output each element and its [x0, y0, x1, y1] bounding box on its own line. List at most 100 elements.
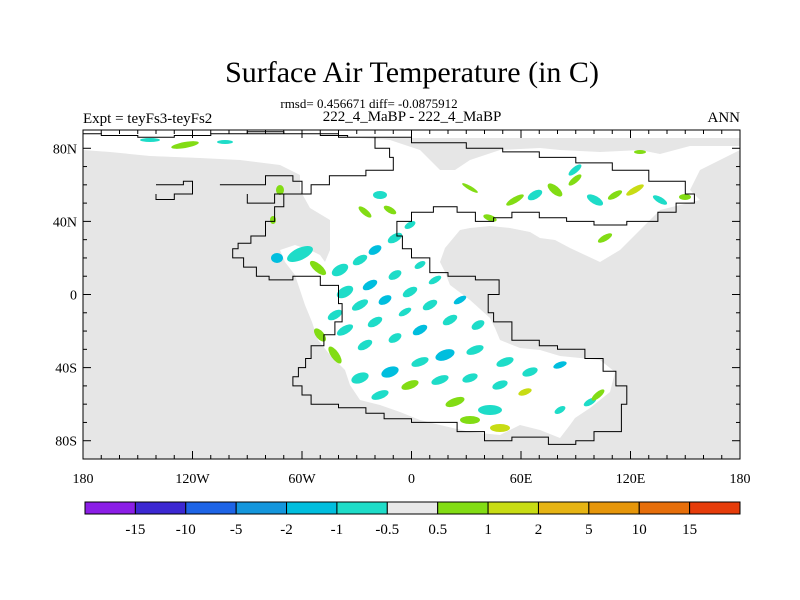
anomaly-patch [652, 195, 668, 205]
colorbar-label: -10 [176, 522, 196, 538]
colorbar-swatch [134, 501, 187, 515]
anomaly-patch [442, 314, 458, 326]
anomaly-patch [586, 194, 604, 206]
anomaly-patch [271, 253, 283, 263]
anomaly-patch [591, 389, 605, 401]
anomaly-patch [358, 206, 372, 218]
colorbar-swatch [487, 501, 539, 515]
anomaly-patch [492, 380, 508, 390]
x-tick-label: 180 [73, 472, 94, 487]
anomaly-patch [547, 183, 563, 197]
anomaly-patch [381, 366, 399, 378]
y-tick-label: 80N [53, 142, 77, 157]
anomaly-patch [171, 141, 199, 149]
colorbar-swatch [84, 501, 136, 515]
x-tick-label: 120W [175, 472, 210, 487]
anomaly-patch [276, 185, 284, 195]
colorbar-swatch [336, 501, 388, 515]
anomaly-patch [217, 140, 233, 144]
anomaly-patch [597, 233, 613, 243]
x-axis: 180 120W 60W 0 60E 120E 180 [73, 130, 751, 487]
colorbar-label: 10 [632, 522, 647, 538]
colorbar-label: -1 [331, 522, 344, 538]
y-axis: 80N 40N 0 40S 80S [53, 142, 740, 450]
colorbar-label: 15 [682, 522, 697, 538]
anomaly-patch [428, 275, 442, 285]
anomaly-patch [351, 299, 369, 311]
anomaly-patch [378, 295, 392, 305]
anomaly-patch [368, 245, 382, 255]
anomaly-patch [309, 260, 327, 276]
anomaly-patch [327, 309, 343, 321]
anomaly-patches [140, 138, 691, 432]
anomaly-patch [412, 324, 428, 336]
anomaly-patch [388, 270, 402, 280]
anomaly-patch [387, 232, 403, 244]
colorbar-swatch [437, 501, 489, 515]
anomaly-patch [351, 372, 369, 384]
chart-subtitle: rmsd= 0.456671 diff= -0.0875912 [280, 96, 457, 111]
y-tick-label: 80S [55, 435, 77, 450]
anomaly-patch [522, 367, 538, 377]
anomaly-patch [331, 263, 349, 277]
anomaly-patch [460, 416, 480, 424]
anomaly-patch [607, 190, 623, 200]
colorbar-label: 2 [535, 522, 543, 538]
x-tick-label: 60W [288, 472, 316, 487]
anomaly-patch [402, 286, 418, 298]
anomaly-patch [398, 307, 412, 317]
anomaly-patch [422, 299, 438, 311]
anomaly-patch [527, 189, 543, 201]
anomaly-patch [435, 349, 455, 361]
colorbar-swatch [386, 501, 439, 515]
anomaly-patch [553, 361, 567, 369]
colorbar-label: -5 [230, 522, 243, 538]
colorbar-label: -15 [125, 522, 145, 538]
anomaly-patch [314, 328, 326, 342]
anomaly-patch [518, 388, 532, 396]
anomaly-patch [287, 245, 313, 263]
colorbar-swatch [588, 501, 640, 515]
anomaly-patch [466, 345, 484, 355]
anomaly-patch [453, 295, 467, 305]
x-tick-label: 60E [510, 472, 533, 487]
y-tick-label: 40S [55, 362, 77, 377]
anomaly-patch [478, 405, 502, 415]
anomaly-patch [679, 194, 691, 200]
colorbar-label: 0.5 [428, 522, 447, 538]
anomaly-patch [506, 194, 524, 206]
anomaly-patch [388, 333, 402, 343]
colorbar-label: 5 [585, 522, 593, 538]
y-tick-label: 0 [70, 289, 77, 304]
anomaly-patch [373, 191, 387, 199]
anomaly-patch [336, 285, 354, 299]
colorbar-label: 1 [484, 522, 492, 538]
anomaly-patch [404, 221, 416, 229]
colorbar-swatch [286, 501, 338, 515]
anomaly-patch [471, 320, 485, 330]
colorbar-swatch [235, 501, 288, 515]
anomaly-patch [401, 380, 419, 390]
anomaly-patch [568, 174, 582, 186]
colorbar: -15 -10 -5 -2 -1 -0.5 0.5 1 2 5 10 15 [84, 501, 741, 538]
anomaly-patch [496, 357, 514, 367]
anomaly-patch [554, 406, 566, 414]
anomaly-patch [328, 346, 342, 364]
anomaly-patch [445, 396, 465, 408]
anomaly-patch [462, 373, 478, 383]
anomaly-patch [362, 279, 378, 291]
anomaly-patch [431, 375, 449, 385]
anomaly-patch [462, 183, 478, 193]
coastline-layer [83, 130, 695, 445]
colorbar-label: -2 [280, 522, 293, 538]
left-header-label: Expt = teyFs3-teyFs2 [83, 111, 212, 127]
anomaly-patch [336, 324, 354, 336]
y-tick-label: 40N [53, 215, 77, 230]
anomaly-patch [490, 424, 510, 432]
x-tick-label: 180 [730, 472, 751, 487]
anomaly-patch [140, 138, 160, 142]
coastline-segment [219, 175, 303, 204]
anomaly-patch [367, 316, 383, 328]
x-tick-label: 0 [408, 472, 415, 487]
